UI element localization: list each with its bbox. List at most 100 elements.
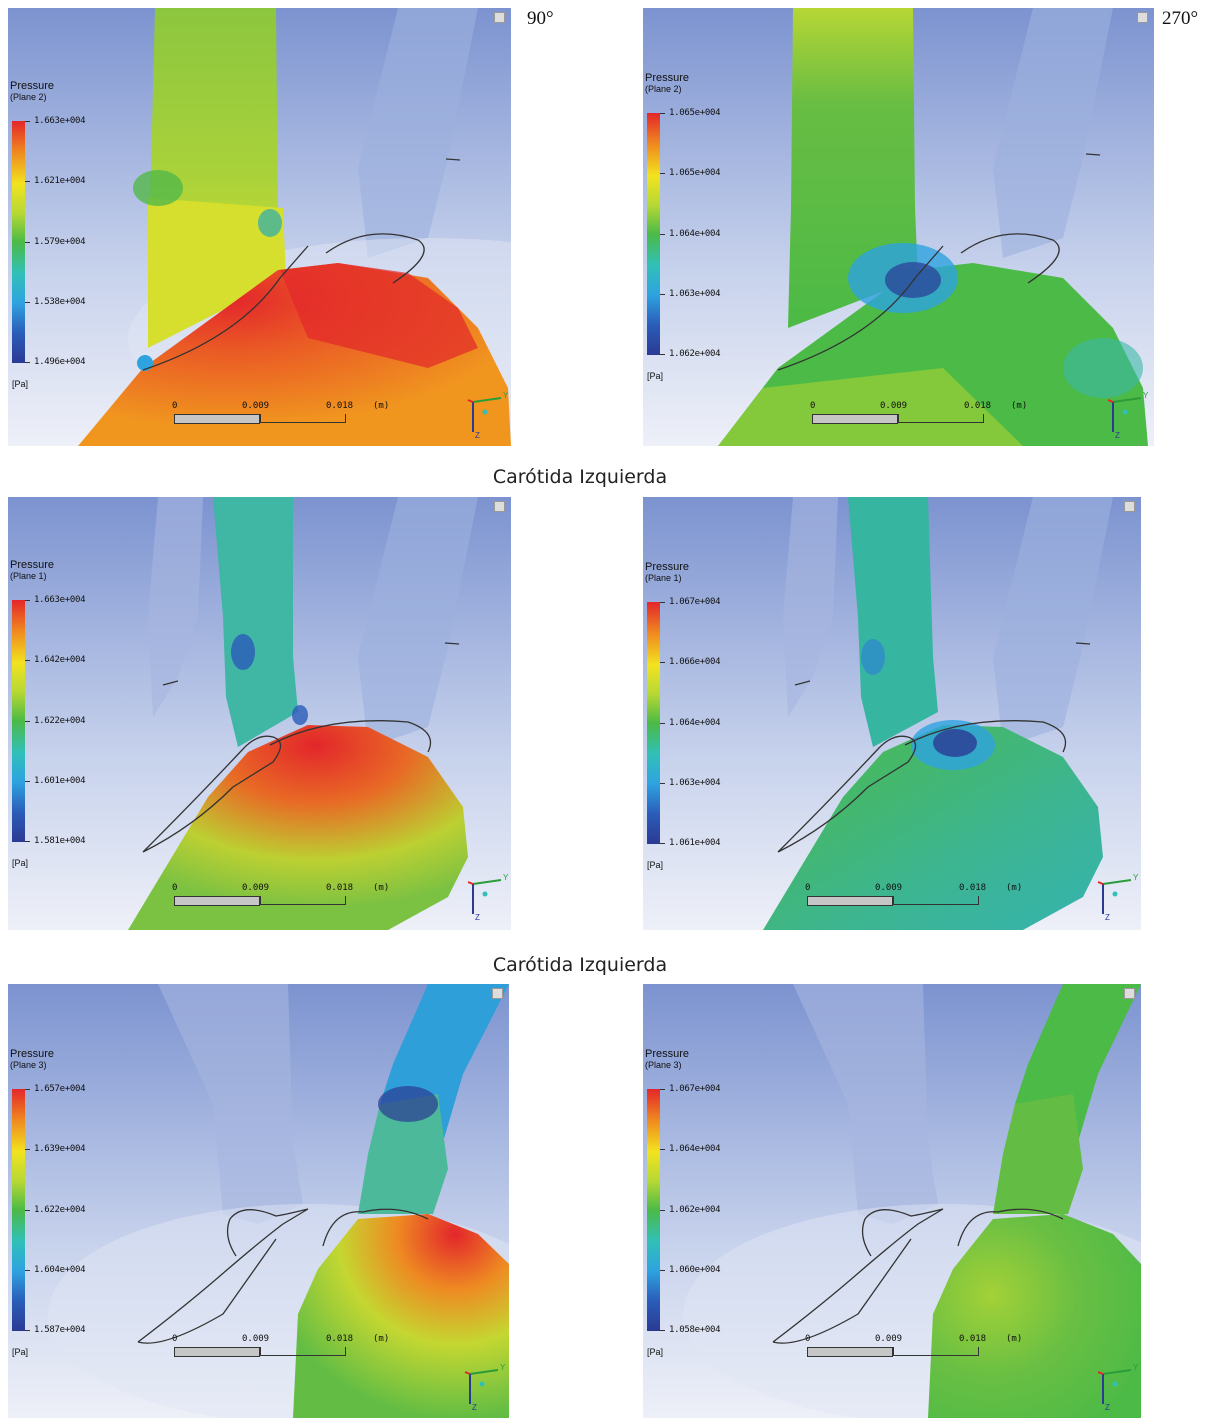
axis-triad-icon: Y Z xyxy=(464,1363,506,1412)
colorbar xyxy=(647,113,660,355)
color-legend: Pressure (Plane 1) 1.067e+004 1.066e+004… xyxy=(645,562,755,882)
scale-unit: (m) xyxy=(1006,883,1023,893)
legend-tick: 1.058e+004 xyxy=(669,1325,721,1335)
colorbar xyxy=(12,600,25,842)
legend-title: Pressure xyxy=(10,80,55,92)
scale-label: 0 xyxy=(172,1334,178,1344)
legend-tick: 1.064e+004 xyxy=(669,718,721,728)
angle-label-90: 90° xyxy=(527,8,554,29)
pressure-contour-image xyxy=(643,497,1141,930)
colorbar xyxy=(647,1089,660,1331)
axis-triad-icon: Y Z xyxy=(1097,1363,1139,1412)
window-corner-icon xyxy=(1124,501,1135,512)
colorbar xyxy=(12,121,25,363)
angle-label-270: 270° xyxy=(1162,8,1199,29)
scale-label: 0.009 xyxy=(875,883,903,893)
scale-label: 0.018 xyxy=(326,401,354,411)
pressure-contour-image xyxy=(643,984,1141,1418)
scale-label: 0.018 xyxy=(326,883,354,893)
legend-unit: [Pa] xyxy=(12,379,29,389)
axis-label: Z xyxy=(475,913,480,922)
legend-tick: 1.063e+004 xyxy=(669,289,721,299)
legend-tick: 1.062e+004 xyxy=(669,1205,721,1215)
axis-label: Y xyxy=(1133,873,1139,882)
legend-tick: 1.065e+004 xyxy=(669,168,721,178)
color-legend: Pressure (Plane 2) 1.663e+004 1.621e+004… xyxy=(10,81,120,401)
scale-bar: 0 0.009 0.018 (m) xyxy=(168,1334,408,1368)
legend-tick: 1.587e+004 xyxy=(34,1325,86,1335)
axis-label: Y xyxy=(1143,391,1149,400)
legend-tick: 1.067e+004 xyxy=(669,597,721,607)
legend-tick: 1.061e+004 xyxy=(669,838,721,848)
colorbar xyxy=(647,602,660,844)
scale-label: 0 xyxy=(805,883,811,893)
legend-unit: [Pa] xyxy=(647,1347,664,1357)
scale-label: 0.009 xyxy=(880,401,908,411)
legend-tick: 1.663e+004 xyxy=(34,116,86,126)
legend-plane: (Plane 2) xyxy=(645,84,682,94)
scale-unit: (m) xyxy=(373,883,390,893)
scale-label: 0 xyxy=(172,401,178,411)
axis-label: Z xyxy=(1115,431,1120,440)
legend-tick: 1.538e+004 xyxy=(34,297,86,307)
legend-tick: 1.064e+004 xyxy=(669,1144,721,1154)
axis-triad-icon: Y Z xyxy=(467,391,509,440)
legend-tick: 1.622e+004 xyxy=(34,1205,86,1215)
scale-label: 0.018 xyxy=(964,401,992,411)
scale-label: 0.009 xyxy=(242,401,270,411)
scale-unit: (m) xyxy=(1006,1334,1023,1344)
scale-label: 0.009 xyxy=(242,1334,270,1344)
color-legend: Pressure (Plane 2) 1.065e+004 1.065e+004… xyxy=(645,73,755,393)
axis-triad-icon: Y Z xyxy=(1107,391,1149,440)
legend-tick: 1.639e+004 xyxy=(34,1144,86,1154)
legend-plane: (Plane 3) xyxy=(10,1060,47,1070)
figure-caption: Carótida Izquierda xyxy=(492,954,668,976)
legend-tick: 1.060e+004 xyxy=(669,1265,721,1275)
legend-tick: 1.065e+004 xyxy=(669,108,721,118)
pressure-panel: Pressure (Plane 1) 1.663e+004 1.642e+004… xyxy=(8,497,511,930)
legend-tick: 1.067e+004 xyxy=(669,1084,721,1094)
axis-label: Y xyxy=(503,391,509,400)
axis-triad-icon: Y Z xyxy=(1097,873,1139,922)
legend-unit: [Pa] xyxy=(12,858,29,868)
scale-unit: (m) xyxy=(1011,401,1028,411)
scale-label: 0 xyxy=(805,1334,811,1344)
legend-tick: 1.496e+004 xyxy=(34,357,86,367)
legend-tick: 1.663e+004 xyxy=(34,595,86,605)
color-legend: Pressure (Plane 1) 1.663e+004 1.642e+004… xyxy=(10,560,120,880)
legend-tick: 1.581e+004 xyxy=(34,836,86,846)
scale-label: 0 xyxy=(172,883,178,893)
legend-plane: (Plane 3) xyxy=(645,1060,682,1070)
scale-unit: (m) xyxy=(373,401,390,411)
scale-unit: (m) xyxy=(373,1334,390,1344)
scale-label: 0.009 xyxy=(242,883,270,893)
legend-title: Pressure xyxy=(10,559,55,571)
axis-triad-icon: Y Z xyxy=(467,873,509,922)
axis-label: Y xyxy=(503,873,509,882)
legend-title: Pressure xyxy=(645,72,690,84)
colorbar xyxy=(12,1089,25,1331)
scale-label: 0.018 xyxy=(326,1334,354,1344)
color-legend: Pressure (Plane 3) 1.657e+004 1.639e+004… xyxy=(10,1049,120,1369)
scale-bar: 0 0.009 0.018 (m) xyxy=(801,883,1041,917)
scale-bar: 0 0.009 0.018 (m) xyxy=(801,1334,1041,1368)
legend-tick: 1.657e+004 xyxy=(34,1084,86,1094)
axis-label: Z xyxy=(472,1403,477,1412)
window-corner-icon xyxy=(494,501,505,512)
scale-bar: 0 0.009 0.018 (m) xyxy=(806,401,1046,435)
legend-tick: 1.066e+004 xyxy=(669,657,721,667)
window-corner-icon xyxy=(1137,12,1148,23)
legend-unit: [Pa] xyxy=(647,860,664,870)
pressure-panel: Pressure (Plane 2) 1.065e+004 1.065e+004… xyxy=(643,8,1154,446)
color-legend: Pressure (Plane 3) 1.067e+004 1.064e+004… xyxy=(645,1049,755,1369)
legend-tick: 1.604e+004 xyxy=(34,1265,86,1275)
scale-bar: 0 0.009 0.018 (m) xyxy=(168,401,408,435)
scale-label: 0 xyxy=(810,401,816,411)
legend-title: Pressure xyxy=(10,1048,55,1060)
pressure-contour-image xyxy=(8,497,511,930)
legend-unit: [Pa] xyxy=(12,1347,29,1357)
legend-tick: 1.579e+004 xyxy=(34,237,86,247)
legend-tick: 1.622e+004 xyxy=(34,716,86,726)
pressure-panel: Pressure (Plane 3) 1.067e+004 1.064e+004… xyxy=(643,984,1141,1418)
legend-plane: (Plane 1) xyxy=(10,571,47,581)
